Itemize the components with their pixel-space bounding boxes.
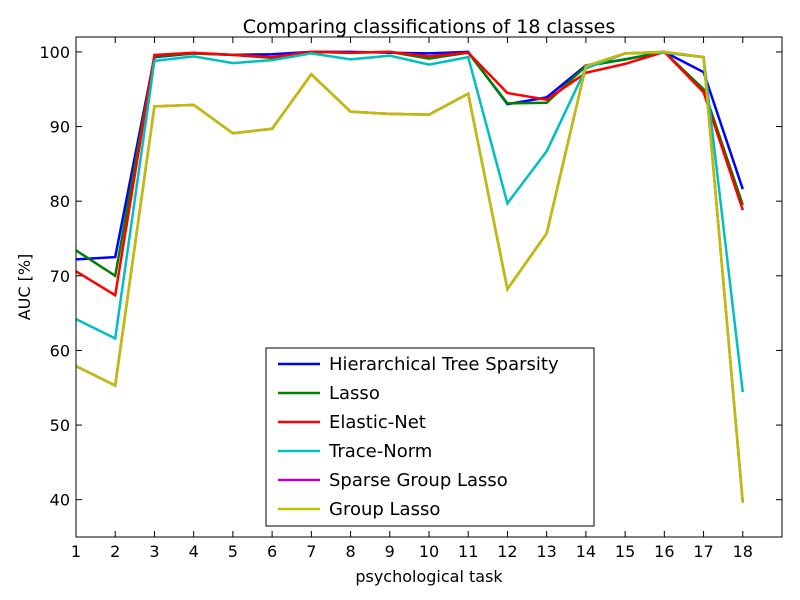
legend-box <box>265 347 595 527</box>
x-tick-label: 4 <box>189 542 199 561</box>
x-tick-label: 12 <box>497 542 517 561</box>
legend: Hierarchical Tree Sparsity Lasso Elastic-N… <box>265 347 595 527</box>
series-line-2 <box>76 50 744 278</box>
x-tick-label: 16 <box>654 542 674 561</box>
y-tick-label: 50 <box>50 416 70 435</box>
legend-label: Sparse Group Lasso <box>329 470 508 491</box>
x-tick-label: 13 <box>536 542 556 561</box>
x-tick-label: 10 <box>419 542 439 561</box>
x-tick-label: 8 <box>345 542 355 561</box>
x-tick-label: 3 <box>149 542 159 561</box>
x-tick-label: 17 <box>693 542 713 561</box>
x-tick-label: 1 <box>71 542 81 561</box>
legend-label: Trace-Norm <box>328 441 432 462</box>
y-axis-label: AUC [%] <box>15 254 34 321</box>
x-tick-label: 11 <box>458 542 478 561</box>
y-tick-label: 60 <box>50 341 70 360</box>
x-tick-label: 9 <box>385 542 395 561</box>
x-tick-label: 18 <box>733 542 753 561</box>
legend-label: Hierarchical Tree Sparsity <box>329 354 559 375</box>
series-line-1 <box>76 50 744 261</box>
legend-label: Group Lasso <box>329 499 440 520</box>
x-tick-label: 15 <box>615 542 635 561</box>
series-layer <box>76 50 745 503</box>
y-tick-label: 90 <box>50 118 70 137</box>
x-tick-label: 2 <box>110 542 120 561</box>
y-tick-label: 70 <box>50 267 70 286</box>
y-tick-label: 40 <box>50 491 70 510</box>
legend-label: Elastic-Net <box>329 412 426 433</box>
axes-layer: 1 2 3 4 5 6 7 8 9 10 11 12 13 14 15 16 17 184050607080901… <box>39 36 783 561</box>
x-tick-label: 14 <box>576 542 596 561</box>
x-tick-label: 7 <box>306 542 316 561</box>
y-tick-label: 80 <box>50 192 70 211</box>
series-line-4 <box>76 51 745 393</box>
series-line-3 <box>76 50 744 298</box>
series-line-6 <box>76 50 745 503</box>
legend-label: Lasso <box>329 383 380 404</box>
x-axis-label: psychological task <box>355 567 503 586</box>
y-tick-label: 100 <box>39 43 70 62</box>
x-tick-label: 5 <box>228 542 238 561</box>
x-tick-label: 6 <box>267 542 277 561</box>
chart-title: Comparing classifications of 18 classes <box>243 16 616 38</box>
